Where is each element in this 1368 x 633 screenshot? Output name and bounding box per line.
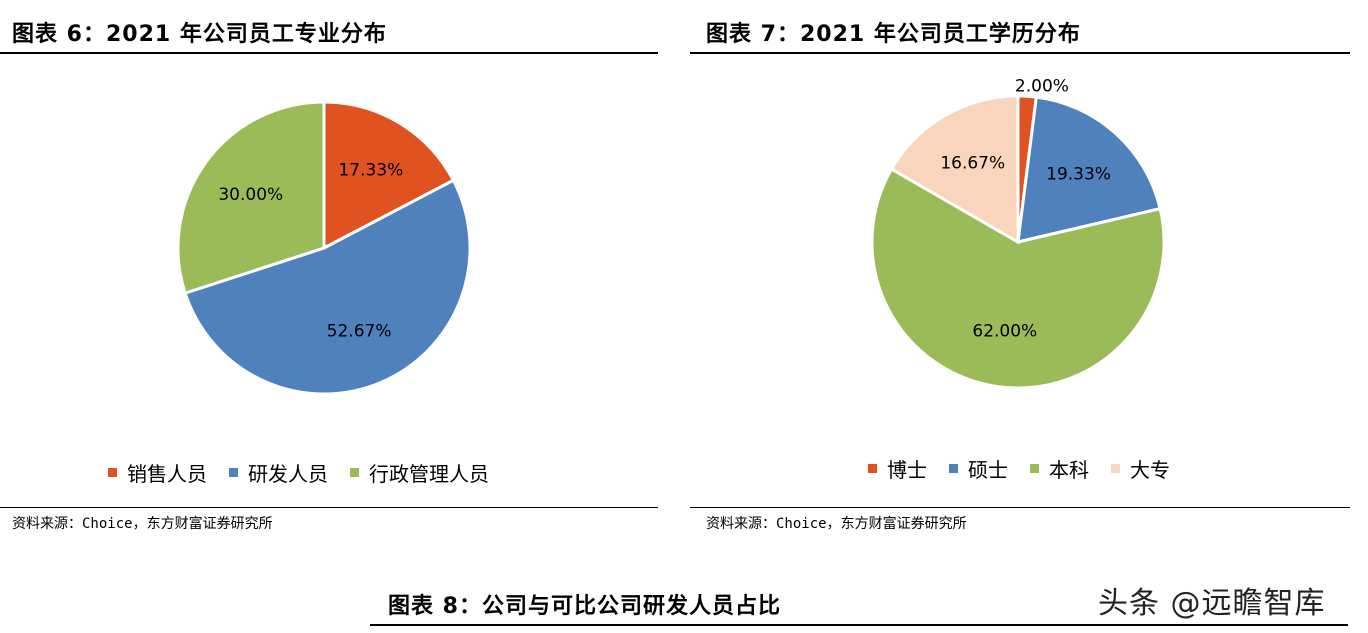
- pie-slice-3: [870, 166, 1166, 390]
- legend-label: 研发人员: [248, 462, 328, 486]
- figure-6-panel: 图表 6：2021 年公司员工专业分布 17.33% 52.67% 30.00% 销…: [0, 0, 660, 545]
- legend-item-2: 硕士: [949, 454, 1008, 483]
- legend-item-2: 研发人员: [229, 458, 328, 487]
- legend-item-1: 销售人员: [108, 458, 207, 487]
- pie-data-label-3: 62.00%: [972, 322, 1037, 342]
- pie-data-label-2: 19.33%: [1046, 165, 1111, 185]
- legend-swatch: [949, 464, 958, 473]
- figure-8-rule: [370, 624, 1348, 626]
- pie-slice-2: [1016, 95, 1162, 244]
- legend-swatch: [1030, 464, 1039, 473]
- legend-item-3: 行政管理人员: [350, 458, 489, 487]
- legend-swatch: [229, 468, 238, 477]
- figure-6-title: 图表 6：2021 年公司员工专业分布: [12, 22, 387, 47]
- figure-7-source: 资料来源：Choice，东方财富证券研究所: [706, 516, 967, 532]
- legend-label: 行政管理人员: [369, 462, 489, 486]
- legend-item-1: 博士: [868, 454, 927, 483]
- pie-slice-1: [322, 100, 456, 251]
- figure-6-top-rule: [0, 52, 658, 54]
- legend-swatch: [1111, 464, 1120, 473]
- legend-label: 本科: [1049, 458, 1089, 482]
- figure-6-legend: 销售人员 研发人员 行政管理人员: [108, 458, 489, 487]
- pie-slice-4: [889, 94, 1020, 245]
- figure-7-bottom-rule: [690, 507, 1350, 508]
- pie-data-label-2: 52.67%: [327, 321, 392, 341]
- legend-label: 大专: [1130, 458, 1170, 482]
- figure-7-title: 图表 7：2021 年公司员工学历分布: [706, 22, 1081, 47]
- pie-slice-3: [176, 100, 326, 296]
- legend-swatch: [350, 468, 359, 477]
- pie-slice-2: [183, 178, 472, 396]
- legend-item-4: 大专: [1111, 454, 1170, 483]
- figure-6-bottom-rule: [0, 507, 658, 508]
- pie-data-label-1: 2.00%: [1015, 76, 1069, 96]
- figure-7-panel: 图表 7：2021 年公司员工学历分布 2.00% 19.33% 62.00% 16.…: [690, 0, 1350, 545]
- legend-label: 博士: [887, 458, 927, 482]
- legend-swatch: [868, 464, 877, 473]
- figure-6-source: 资料来源：Choice，东方财富证券研究所: [12, 516, 273, 532]
- legend-label: 销售人员: [127, 462, 207, 486]
- pie-data-label-4: 16.67%: [940, 154, 1005, 174]
- watermark: 头条 @远瞻智库: [1098, 586, 1326, 621]
- legend-swatch: [108, 468, 117, 477]
- figure-8-title: 图表 8：公司与可比公司研发人员占比: [388, 594, 781, 619]
- figure-7-legend: 博士 硕士 本科 大专: [868, 454, 1170, 483]
- pie-data-label-1: 17.33%: [338, 161, 403, 181]
- figure-7-pie-chart: 2.00% 19.33% 62.00% 16.67%: [870, 76, 1166, 390]
- legend-item-3: 本科: [1030, 454, 1089, 483]
- legend-label: 硕士: [968, 458, 1008, 482]
- pie-data-label-3: 30.00%: [218, 185, 283, 205]
- figure-7-top-rule: [690, 52, 1350, 54]
- figure-6-pie-chart: 17.33% 52.67% 30.00%: [176, 100, 472, 396]
